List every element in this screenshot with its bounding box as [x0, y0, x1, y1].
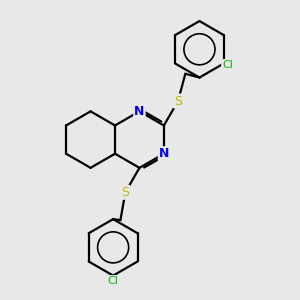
Text: Cl: Cl [222, 60, 233, 70]
Text: N: N [134, 105, 145, 118]
Text: Cl: Cl [108, 276, 118, 286]
Text: S: S [174, 94, 182, 107]
Text: N: N [159, 147, 169, 160]
Text: S: S [121, 186, 129, 199]
